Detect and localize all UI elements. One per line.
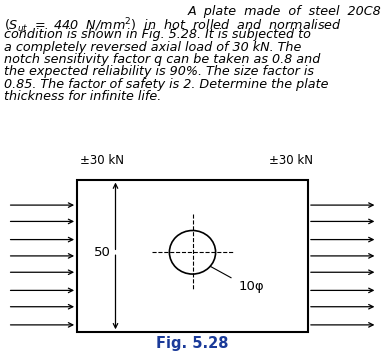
Text: thickness for infinite life.: thickness for infinite life. [4, 90, 161, 103]
Text: a completely reversed axial load of 30 kN. The: a completely reversed axial load of 30 k… [4, 41, 301, 54]
Text: ±30 kN: ±30 kN [80, 154, 124, 167]
Text: the expected reliability is 90%. The size factor is: the expected reliability is 90%. The siz… [4, 65, 314, 78]
Text: notch sensitivity factor q can be taken as 0.8 and: notch sensitivity factor q can be taken … [4, 53, 320, 66]
Text: 50: 50 [94, 246, 110, 259]
Text: A  plate  made  of  steel  20C8: A plate made of steel 20C8 [187, 5, 381, 19]
Bar [77, 180, 308, 332]
Text: condition is shown in Fig. 5.28. It is subjected to: condition is shown in Fig. 5.28. It is s… [4, 28, 311, 41]
Circle shape [169, 231, 216, 274]
Text: ±30 kN: ±30 kN [269, 154, 313, 167]
Text: $(S_{ut}$  =  440  N/mm$^2)$  in  hot  rolled  and  normalised: $(S_{ut}$ = 440 N/mm$^2)$ in hot rolled … [4, 16, 342, 35]
Text: Fig. 5.28: Fig. 5.28 [156, 337, 229, 351]
Text: 0.85. The factor of safety is 2. Determine the plate: 0.85. The factor of safety is 2. Determi… [4, 78, 328, 91]
Text: 10φ: 10φ [239, 280, 264, 293]
